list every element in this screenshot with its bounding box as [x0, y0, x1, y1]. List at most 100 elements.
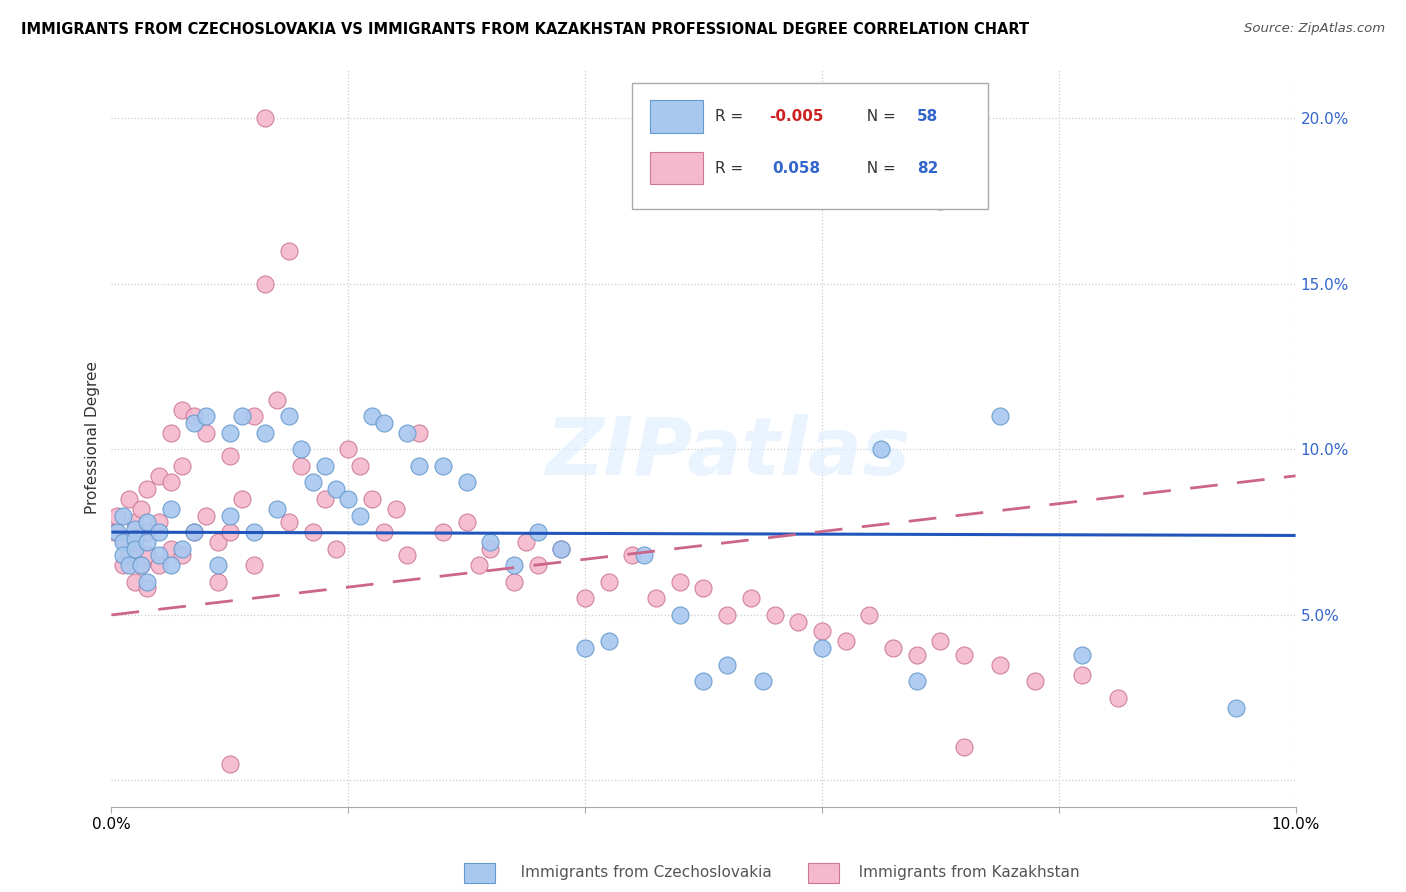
Point	[526, 525, 548, 540]
Point	[148, 549, 170, 563]
Point	[254, 277, 277, 291]
Point	[278, 515, 301, 529]
Point	[550, 541, 572, 556]
Point	[314, 458, 336, 473]
Text: N =: N =	[858, 109, 901, 124]
Point	[159, 558, 181, 573]
Point	[148, 558, 170, 573]
Point	[740, 591, 762, 606]
Point	[159, 425, 181, 440]
Point	[159, 502, 181, 516]
FancyBboxPatch shape	[650, 152, 703, 185]
Point	[118, 491, 141, 506]
Point	[811, 624, 834, 639]
Text: R =: R =	[716, 161, 754, 176]
Point	[337, 442, 360, 457]
Point	[118, 558, 141, 573]
Point	[112, 532, 135, 546]
Point	[1107, 690, 1129, 705]
Point	[105, 525, 128, 540]
Point	[124, 515, 146, 529]
Point	[103, 525, 125, 540]
Point	[266, 502, 288, 516]
Text: Immigrants from Czechoslovakia: Immigrants from Czechoslovakia	[506, 865, 772, 880]
Point	[207, 574, 229, 589]
Point	[598, 634, 620, 648]
Point	[669, 607, 692, 622]
Point	[136, 535, 159, 549]
Point	[361, 409, 384, 424]
Point	[479, 541, 502, 556]
Point	[858, 607, 880, 622]
Point	[479, 535, 502, 549]
Point	[763, 607, 786, 622]
Point	[361, 491, 384, 506]
Point	[124, 541, 146, 556]
Point	[136, 549, 159, 563]
Point	[633, 549, 655, 563]
Point	[242, 525, 264, 540]
Point	[301, 525, 323, 540]
Text: 0.058: 0.058	[772, 161, 820, 176]
Point	[751, 674, 773, 689]
Text: -0.005: -0.005	[769, 109, 823, 124]
Point	[218, 425, 240, 440]
Point	[550, 541, 572, 556]
Point	[207, 535, 229, 549]
Point	[183, 525, 205, 540]
Point	[716, 607, 738, 622]
Point	[159, 475, 181, 490]
Point	[515, 535, 537, 549]
Point	[325, 482, 347, 496]
Point	[467, 558, 489, 573]
Point	[456, 475, 478, 490]
Point	[314, 491, 336, 506]
Point	[1071, 648, 1094, 662]
Point	[396, 549, 419, 563]
Point	[787, 615, 810, 629]
FancyBboxPatch shape	[633, 83, 987, 209]
Point	[136, 525, 159, 540]
Point	[118, 549, 141, 563]
Point	[953, 740, 976, 755]
Point	[929, 634, 952, 648]
Point	[218, 756, 240, 771]
Point	[195, 508, 218, 523]
Point	[218, 525, 240, 540]
Point	[503, 574, 526, 589]
Point	[172, 402, 194, 417]
Text: Immigrants from Kazakhstan: Immigrants from Kazakhstan	[844, 865, 1080, 880]
Point	[574, 640, 596, 655]
Point	[526, 558, 548, 573]
Point	[290, 442, 312, 457]
Point	[692, 582, 714, 596]
Point	[124, 522, 146, 536]
Point	[231, 409, 253, 424]
Point	[290, 458, 312, 473]
Point	[905, 648, 928, 662]
Point	[373, 416, 395, 430]
Point	[136, 574, 159, 589]
Point	[349, 508, 371, 523]
Point	[172, 541, 194, 556]
Point	[669, 574, 692, 589]
Point	[834, 634, 856, 648]
Text: ZIPatlas: ZIPatlas	[544, 414, 910, 491]
Point	[503, 558, 526, 573]
Point	[1071, 667, 1094, 681]
Point	[105, 508, 128, 523]
Text: Source: ZipAtlas.com: Source: ZipAtlas.com	[1244, 22, 1385, 36]
Point	[1225, 700, 1247, 714]
Point	[129, 558, 152, 573]
Point	[159, 541, 181, 556]
Point	[1024, 674, 1046, 689]
Point	[349, 458, 371, 473]
Point	[129, 558, 152, 573]
Point	[242, 409, 264, 424]
Point	[254, 425, 277, 440]
Point	[621, 549, 644, 563]
Point	[384, 502, 406, 516]
Point	[207, 558, 229, 573]
Y-axis label: Professional Degree: Professional Degree	[86, 361, 100, 515]
Point	[645, 591, 668, 606]
